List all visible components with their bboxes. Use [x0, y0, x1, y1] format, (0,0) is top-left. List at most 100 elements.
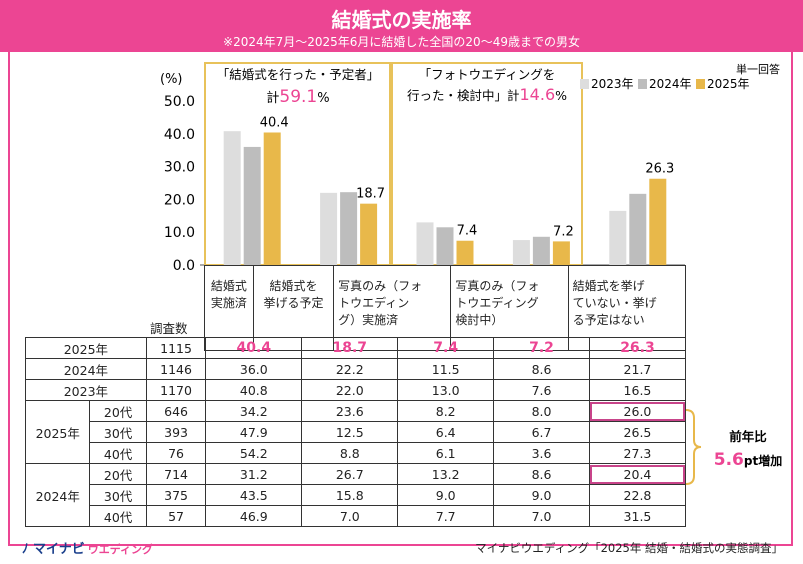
value-cell: 18.7	[301, 337, 399, 359]
value-cell: 7.0	[301, 505, 399, 527]
bar	[532, 236, 550, 265]
value-cell: 7.7	[397, 505, 495, 527]
value-cell: 7.4	[397, 337, 495, 359]
count-header: 調査数	[150, 321, 188, 336]
age-cell: 40代	[89, 505, 147, 527]
value-cell: 26.3	[588, 337, 687, 359]
value-cell: 20.4	[588, 463, 687, 485]
table-row: 2025年 20代 646 34.2 23.6 8.2 8.0 26.0	[24, 400, 687, 464]
value-cell: 27.3	[588, 442, 687, 464]
group2-total-value: 14.6	[520, 85, 556, 104]
value-cell: 54.2	[205, 442, 303, 464]
count-cell: 76	[145, 442, 207, 464]
age-cell: 30代	[89, 421, 147, 443]
legend-2023-label: 2023年	[591, 77, 634, 91]
value-cell: 8.0	[493, 400, 590, 422]
table-row: 40代 76 54.2 8.8 6.1 3.6 27.3	[26, 442, 687, 464]
bar	[360, 203, 378, 265]
group2-total-prefix: 計	[507, 88, 520, 103]
value-cell: 13.2	[397, 463, 495, 485]
value-cell: 31.5	[588, 505, 687, 527]
value-cell: 21.7	[588, 358, 687, 380]
value-cell: 26.5	[588, 421, 687, 443]
count-cell: 393	[145, 421, 207, 443]
y-tick-label: 50.0	[164, 94, 195, 110]
table-row: 2024年 1146 36.0 22.2 11.5 8.6 21.7	[25, 358, 687, 380]
value-cell: 8.6	[493, 358, 590, 380]
group1-total: 計59.1%	[266, 87, 329, 107]
value-cell: 6.1	[397, 442, 495, 464]
bar	[223, 131, 241, 265]
y-tick-label: 30.0	[164, 160, 195, 176]
count-cell: 1170	[145, 379, 207, 401]
category-header-cell: 結婚式を 挙げる予定	[252, 265, 335, 351]
legend-2024-swatch	[638, 79, 647, 89]
y-tick-label: 0.0	[173, 258, 195, 274]
callout-label: 前年比	[729, 429, 767, 444]
source-note: マイナビウエディング「2025年 結婚・結婚式の実態調査」	[475, 541, 783, 555]
year-group-cell: 2024年	[24, 463, 91, 527]
age-cell: 20代	[89, 463, 147, 485]
bar	[436, 227, 454, 265]
value-cell: 34.2	[205, 400, 303, 422]
value-cell: 26.7	[301, 463, 399, 485]
year-cell: 2025年	[25, 337, 147, 359]
group2-total-suffix: %	[555, 88, 567, 103]
legend-2025-swatch	[696, 79, 705, 89]
count-cell: 375	[145, 484, 207, 506]
footer-logo: ﾉ マイナビ ウエディング	[22, 538, 153, 557]
bar	[552, 241, 570, 265]
value-cell: 9.0	[493, 484, 590, 506]
bar	[649, 178, 667, 265]
value-cell: 47.9	[205, 421, 303, 443]
value-cell: 36.0	[205, 358, 303, 380]
bar	[456, 240, 474, 265]
content-frame	[8, 52, 793, 546]
value-cell: 46.9	[205, 505, 303, 527]
value-cell: 40.8	[205, 379, 303, 401]
callout-value: 5.6pt増加	[714, 450, 782, 470]
value-cell: 3.6	[493, 442, 590, 464]
value-cell: 13.0	[397, 379, 495, 401]
age-cell: 20代	[89, 400, 147, 422]
bar	[263, 132, 281, 265]
value-cell: 43.5	[205, 484, 303, 506]
logo-icon: ﾉ	[22, 542, 29, 557]
bar	[320, 192, 338, 265]
table-row: 30代 375 43.5 15.8 9.0 9.0 22.8	[26, 484, 687, 506]
count-cell: 714	[145, 463, 207, 485]
category-header-cell: 写真のみ（フォ トウエディング 検討中）	[450, 265, 569, 351]
legend: 2023年 2024年 2025年	[580, 77, 750, 91]
value-cell: 7.2	[493, 337, 590, 359]
category-header-cell: 結婚式 実施済	[204, 265, 254, 351]
legend-note: 単一回答	[736, 62, 780, 76]
count-cell: 646	[145, 400, 207, 422]
age-cell: 40代	[89, 442, 147, 464]
table-row: 2024年 20代 714 31.2 26.7 13.2 8.6 20.4	[24, 463, 687, 527]
callout-bracket	[685, 409, 702, 485]
value-cell: 7.6	[493, 379, 590, 401]
value-cell: 40.4	[205, 337, 303, 359]
data-label: 40.4	[260, 115, 289, 130]
value-cell: 15.8	[301, 484, 399, 506]
table-row: 40代 57 46.9 7.0 7.7 7.0 31.5	[26, 505, 687, 527]
bars	[223, 131, 667, 265]
value-cell: 8.6	[493, 463, 590, 485]
y-tick-label: 40.0	[164, 127, 195, 143]
category-header-table: 結婚式 実施済 結婚式を 挙げる予定 写真のみ（フォ トウエディン グ）実施済 写真の…	[204, 265, 687, 351]
value-cell: 31.2	[205, 463, 303, 485]
group2-title-line1: 「フォトウエディングを	[419, 67, 556, 82]
legend-2023-swatch	[580, 79, 589, 89]
value-cell: 6.4	[397, 421, 495, 443]
callout-unit: pt増加	[744, 453, 782, 468]
legend-2025-label: 2025年	[707, 77, 750, 91]
age-cell: 30代	[89, 484, 147, 506]
table-row: 2025年 1115 40.4 18.7 7.4 7.2 26.3	[25, 337, 687, 359]
value-cell: 23.6	[301, 400, 399, 422]
data-table: 2025年 1115 40.4 18.7 7.4 7.2 26.3 2024年 1146 36.0…	[24, 337, 687, 527]
year-cell: 2024年	[25, 358, 147, 380]
bar	[416, 222, 434, 265]
y-tick-label: 10.0	[164, 225, 195, 241]
year-cell: 2023年	[25, 379, 147, 401]
table-row: 30代 393 47.9 12.5 6.4 6.7 26.5	[26, 421, 687, 443]
